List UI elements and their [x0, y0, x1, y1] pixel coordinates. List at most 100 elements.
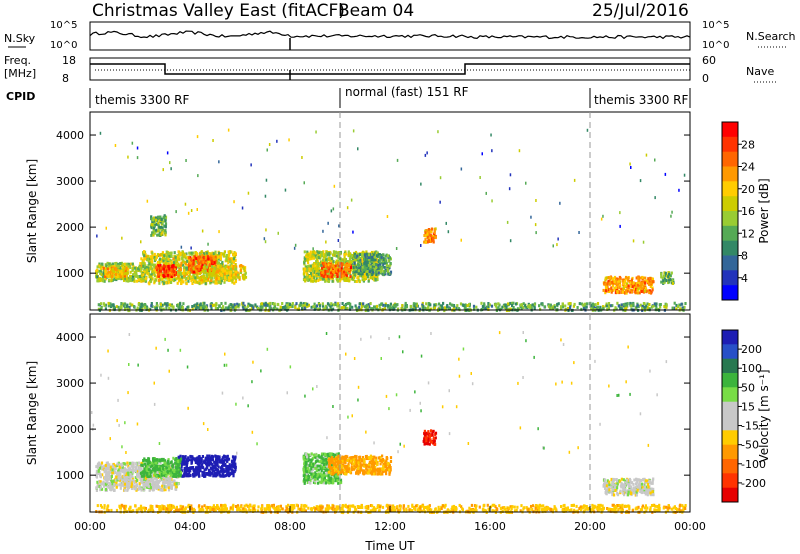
y-tick-label: 2000: [56, 423, 84, 436]
velocity-colorbar-tick: -15: [741, 420, 759, 433]
heatmap-region: [422, 429, 438, 446]
station-title: Christmas Valley East (fitACF): [92, 1, 345, 21]
y-tick-label: 1000: [56, 469, 84, 482]
heatmap-region: [102, 266, 130, 279]
cpid-segment-3: themis 3300 RF: [594, 93, 688, 107]
power-ylabel: Slant Range [km]: [25, 159, 39, 263]
heatmap-region: [177, 454, 237, 478]
velocity-colorbar-swatch: [722, 373, 738, 388]
velocity-colorbar-swatch: [722, 473, 738, 489]
velocity-colorbar: 200 100 50 15 -15 -50 -100 -200 Velocity [m s⁻¹…: [721, 329, 771, 503]
x-tick-label: 16:00: [474, 520, 506, 533]
date-title: 25/Jul/2016: [592, 1, 689, 21]
velocity-colorbar-tick: 50: [741, 381, 755, 394]
y-tick-label: 4000: [56, 129, 84, 142]
nsearch-tick-top: 10^5: [702, 20, 729, 31]
scatter-echoes: [96, 128, 686, 251]
velocity-colorbar-tick: 15: [741, 400, 755, 413]
heatmap-region: [602, 477, 655, 497]
power-colorbar-swatch: [722, 255, 738, 271]
heatmap-region: [327, 454, 393, 476]
velocity-colorbar-swatch: [722, 487, 738, 503]
power-colorbar-tick: 4: [741, 272, 748, 285]
nave-tick-bottom: 0: [702, 72, 709, 85]
nsky-trace: [89, 30, 691, 40]
x-tick-label: 00:00: [674, 520, 706, 533]
y-tick-label: 1000: [56, 267, 84, 280]
freq-unit: [MHz]: [4, 67, 36, 80]
power-colorbar-swatch: [722, 285, 738, 301]
power-colorbar-swatch: [722, 196, 738, 212]
freq-tick-bottom: 8: [62, 72, 69, 85]
velocity-ylabel: Slant Range [km]: [25, 361, 39, 465]
power-colorbar-swatch: [722, 166, 738, 182]
heatmap-region: [660, 271, 675, 285]
power-colorbar-swatch: [722, 240, 738, 256]
freq-panel: Freq. [MHz] 18 8 60 0 Nave: [4, 54, 776, 85]
y-tick-label: 3000: [56, 377, 84, 390]
power-colorbar-swatch: [722, 181, 738, 197]
power-colorbar-swatch: [722, 136, 738, 153]
power-colorbar-label: Power [dB]: [757, 178, 771, 243]
heatmap-region: [602, 275, 655, 295]
nave-label: Nave: [746, 65, 774, 78]
power-colorbar-swatch: [722, 270, 738, 286]
heatmap-region: [202, 264, 248, 281]
velocity-panel: 1000 2000 3000 4000 Slant Range [km] 00:00 0…: [25, 313, 706, 553]
cpid-label: CPID: [6, 90, 35, 103]
x-tick-label: 04:00: [174, 520, 206, 533]
heatmap-region: [320, 261, 352, 279]
velocity-colorbar-label: Velocity [m s⁻¹]: [757, 369, 771, 462]
power-colorbar-tick: 24: [741, 161, 755, 174]
cpid-panel: CPID themis 3300 RF normal (fast) 151 RF…: [6, 85, 691, 108]
x-tick-label: 08:00: [274, 520, 306, 533]
nsky-panel: N.Sky 10^5 10^0 10^5 10^0 N.Search: [4, 20, 796, 51]
power-colorbar: 28 24 20 16 12 8 4 Power [dB]: [721, 121, 771, 301]
power-colorbar-tick: 8: [741, 250, 748, 263]
freq-trace: [90, 63, 690, 75]
heatmap-region: [95, 503, 687, 515]
velocity-colorbar-tick: -50: [741, 439, 759, 452]
power-colorbar-tick: 12: [741, 227, 755, 240]
power-colorbar-swatch: [722, 211, 738, 227]
cpid-segment-2: normal (fast) 151 RF: [345, 85, 469, 99]
x-axis-label: Time UT: [364, 539, 415, 553]
nsearch-tick-bottom: 10^0: [702, 40, 729, 51]
y-tick-label: 3000: [56, 175, 84, 188]
power-colorbar-tick: 20: [741, 183, 755, 196]
power-colorbar-tick: 16: [741, 205, 755, 218]
velocity-colorbar-tick: 200: [741, 343, 762, 356]
nsearch-label: N.Search: [746, 30, 796, 43]
power-colorbar-swatch: [722, 151, 738, 167]
velocity-colorbar-swatch: [722, 358, 738, 374]
heatmap-region: [97, 301, 687, 313]
beam-title: Beam 04: [338, 1, 414, 21]
nave-tick-top: 60: [702, 54, 716, 67]
nsky-tick-top: 10^5: [50, 20, 77, 31]
power-colorbar-tick: 28: [741, 138, 755, 151]
velocity-colorbar-swatch: [722, 416, 738, 431]
velocity-colorbar-swatch: [722, 401, 738, 417]
heatmap-region: [155, 264, 177, 279]
power-colorbar-swatch: [722, 225, 738, 242]
velocity-colorbar-swatch: [722, 444, 738, 460]
x-tick-label: 12:00: [374, 520, 406, 533]
heatmap-region: [423, 227, 437, 244]
nsky-label: N.Sky: [4, 32, 36, 45]
velocity-colorbar-swatch: [722, 459, 738, 474]
nsky-tick-bottom: 10^0: [50, 40, 77, 51]
cpid-segment-1: themis 3300 RF: [95, 93, 189, 107]
velocity-colorbar-tick: -100: [741, 458, 766, 471]
velocity-colorbar-swatch: [722, 387, 738, 403]
velocity-colorbar-swatch: [722, 430, 738, 446]
y-tick-label: 2000: [56, 221, 84, 234]
x-tick-label: 20:00: [574, 520, 606, 533]
velocity-colorbar-tick: -200: [741, 477, 766, 490]
velocity-colorbar-swatch: [722, 344, 738, 360]
velocity-colorbar-tick: 100: [741, 362, 762, 375]
scatter-echoes: [91, 331, 668, 455]
freq-label: Freq.: [4, 54, 31, 67]
y-tick-label: 4000: [56, 331, 84, 344]
